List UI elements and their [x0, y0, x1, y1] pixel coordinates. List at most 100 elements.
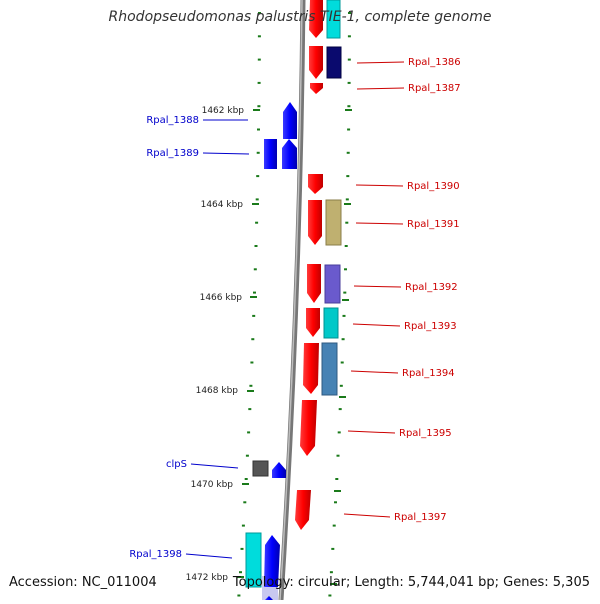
track-dot [257, 128, 260, 131]
track-dot [258, 12, 261, 14]
gene-label-rpal-1388[interactable]: Rpal_1388 [146, 115, 199, 126]
accession-text: Accession: NC_011004 [9, 575, 157, 590]
scale-label: 1472 kbp [186, 573, 229, 583]
map-title: Rhodopseudomonas palustris TIE-1, comple… [108, 9, 492, 25]
gene-arrow-rpal-1397 [295, 490, 311, 530]
track-dot [347, 105, 351, 108]
track-dot [255, 198, 259, 201]
track-dot [328, 594, 332, 597]
track-dot [257, 81, 261, 84]
track-dot [348, 12, 351, 14]
track-dot [252, 314, 256, 317]
gene-label-rpal-1391[interactable]: Rpal_1391 [407, 219, 460, 230]
gene-label-clps[interactable]: clpS [166, 459, 187, 470]
cog-box-gray-clps [252, 460, 269, 477]
cog-box-khaki-1391 [325, 199, 342, 246]
track-dot [347, 35, 351, 38]
track-dot [253, 268, 257, 271]
gene-label-rpal-1393[interactable]: Rpal_1393 [404, 321, 457, 332]
gene-label-rpal-1389[interactable]: Rpal_1389 [146, 148, 199, 159]
gene-labels: Rpal_1386 Rpal_1387 Rpal_1388 Rpal_1389 … [129, 57, 460, 560]
scale-labels: 1462 kbp 1464 kbp 1466 kbp 1468 kbp 1470… [186, 106, 245, 583]
track-dot [346, 151, 350, 154]
scale-label: 1464 kbp [201, 200, 244, 210]
gene-arrow-rpal-1387 [310, 83, 323, 94]
leader-lines [185, 61, 405, 559]
track-dot [247, 431, 251, 434]
gene-label-rpal-1394[interactable]: Rpal_1394 [402, 368, 455, 379]
track-dot [347, 58, 351, 61]
scale-tick-marks [237, 109, 352, 585]
gene-arrow-rpal-1392 [307, 264, 321, 303]
track-dot [251, 338, 255, 341]
track-dot [331, 547, 335, 550]
track-dot [343, 291, 347, 294]
gene-arrow-rpal-1394 [303, 343, 319, 394]
track-dot [256, 175, 260, 178]
track-dot [244, 478, 248, 480]
track-dot [240, 547, 244, 550]
track-dot [245, 454, 249, 457]
gene-arrow-rpal-1388 [283, 102, 297, 139]
cog-box-navy-1386 [326, 46, 342, 79]
track-dot [248, 408, 252, 411]
track-dot [257, 58, 261, 61]
track-dot [256, 151, 260, 154]
track-dot [241, 524, 245, 527]
gene-label-rpal-1398[interactable]: Rpal_1398 [129, 549, 182, 560]
genome-summary-text: Topology: circular; Length: 5,744,041 bp… [232, 575, 590, 590]
gene-arrow-bottom [265, 596, 273, 600]
gene-label-rpal-1395[interactable]: Rpal_1395 [399, 428, 452, 439]
left-track-ticks [237, 12, 261, 597]
track-dot [249, 384, 253, 387]
track-dot [243, 501, 247, 504]
scale-label: 1470 kbp [191, 480, 234, 490]
gene-arrow-rpal-1386 [309, 46, 323, 79]
track-dot [336, 454, 340, 457]
gene-arrow-rpal-1390 [308, 174, 323, 194]
gene-arrow-rpal-1393 [306, 308, 320, 337]
gene-label-rpal-1397[interactable]: Rpal_1397 [394, 512, 447, 523]
gene-label-rpal-1390[interactable]: Rpal_1390 [407, 181, 460, 192]
track-dot [345, 221, 349, 224]
track-dot [345, 198, 349, 201]
right-track-ticks [328, 12, 351, 597]
track-dot [338, 408, 342, 411]
gene-label-rpal-1387[interactable]: Rpal_1387 [408, 83, 461, 94]
track-dot [340, 361, 344, 364]
track-dot [332, 524, 336, 527]
track-dot [335, 478, 339, 480]
gene-label-rpal-1392[interactable]: Rpal_1392 [405, 282, 458, 293]
track-dot [346, 175, 350, 178]
gene-arrow-clps [272, 462, 286, 478]
track-dot [255, 221, 259, 224]
gene-arrow-rpal-1398 [264, 535, 280, 587]
gene-arrow-rpal-1395 [300, 400, 317, 456]
cog-box-cyan-1398 [245, 532, 262, 588]
track-dot [339, 384, 343, 387]
track-dot [334, 501, 337, 504]
cog-box-cyan-top [326, 0, 341, 39]
track-dot [341, 338, 345, 341]
track-dot [337, 431, 341, 434]
cog-box-purple-1392 [324, 264, 341, 304]
track-dot [342, 314, 346, 317]
genome-backbone [278, 0, 306, 601]
track-dot [237, 594, 241, 597]
gene-label-rpal-1386[interactable]: Rpal_1386 [408, 57, 461, 68]
cog-box-cyan-1393 [323, 307, 339, 339]
track-dot [329, 571, 333, 574]
scale-label: 1466 kbp [200, 293, 243, 303]
track-dot [344, 268, 347, 271]
gene-arrow-rpal-1389b [282, 139, 297, 169]
track-dot [257, 35, 261, 38]
track-dot [253, 291, 256, 294]
scale-label: 1468 kbp [196, 386, 239, 396]
track-dot [257, 105, 261, 108]
track-dot [344, 245, 348, 247]
track-dot [239, 571, 242, 574]
track-dot [347, 128, 351, 131]
track-dot [254, 245, 258, 247]
